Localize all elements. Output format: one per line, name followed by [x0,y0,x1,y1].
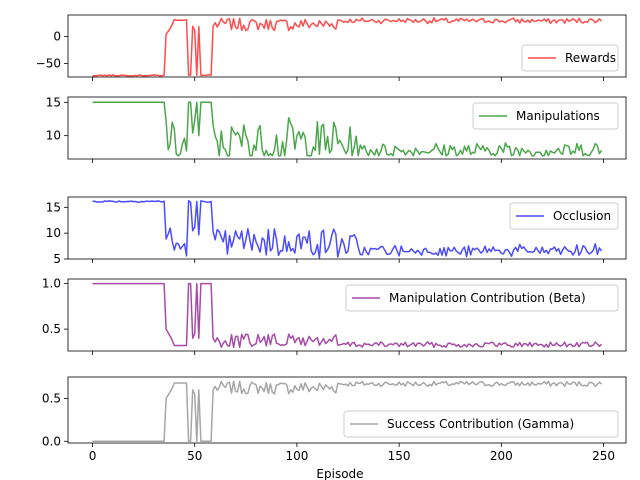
panel-occlusion: 15 10 5 Occlusion [46,196,627,266]
x-tick-label: 0 [89,449,97,463]
axes-frame [67,96,627,160]
y-tick-label: 0 [53,30,61,44]
x-tick-label: 250 [592,449,615,463]
y-tick-label: 10 [46,226,61,240]
y-tick-label: 10 [46,129,61,143]
legend-box [509,202,619,230]
legend-gamma: Success Contribution (Gamma) [343,410,619,438]
series-line-rewards [92,17,603,77]
y-tick-label: −50 [36,57,61,71]
legend-occlusion: Occlusion [509,202,619,230]
x-tick-label: 150 [388,449,411,463]
legend-box [521,44,619,72]
legend-label: Occlusion [553,209,611,223]
y-tick-label: 5 [53,252,61,266]
legend-manipulations: Manipulations [472,102,619,130]
legend-label: Rewards [565,51,616,65]
x-tick-label: 100 [285,449,308,463]
axes-frame [67,196,627,260]
series-line-beta [92,282,603,349]
axes-frame [67,278,627,352]
y-tick-label: 1.0 [42,277,61,291]
legend-label: Manipulations [516,109,600,123]
y-tick-label: 0.5 [42,391,61,405]
series-line-manipulations [92,101,603,157]
legend-box [472,102,619,130]
legend-box [343,410,619,438]
y-tick-label: 15 [46,200,61,214]
legend-label: Manipulation Contribution (Beta) [389,291,586,305]
series-line-occlusion [92,200,603,259]
legend-box [345,284,619,312]
y-tick-label: 0.5 [42,322,61,336]
panel-manipulations: 15 10 Manipulations [46,95,627,163]
panel-rewards: 0 −50 Rewards [36,14,627,81]
axes-frame [67,14,627,78]
axes-frame [67,376,627,444]
y-tick-label: 15 [46,95,61,109]
panel-gamma: 0.5 0.0 0 50 100 150 200 250 Success Contributio… [42,376,627,463]
legend-rewards: Rewards [521,44,619,72]
legend-beta: Manipulation Contribution (Beta) [345,284,619,312]
series-line-gamma [92,380,603,443]
panel-beta: 1.0 0.5 Manipulation Contribution (Beta) [42,277,627,355]
x-tick-label: 200 [490,449,513,463]
x-tick-label: 50 [187,449,202,463]
x-axis-label: Episode [316,467,363,480]
legend-label: Success Contribution (Gamma) [387,417,574,431]
y-tick-label: 0.0 [42,434,61,448]
